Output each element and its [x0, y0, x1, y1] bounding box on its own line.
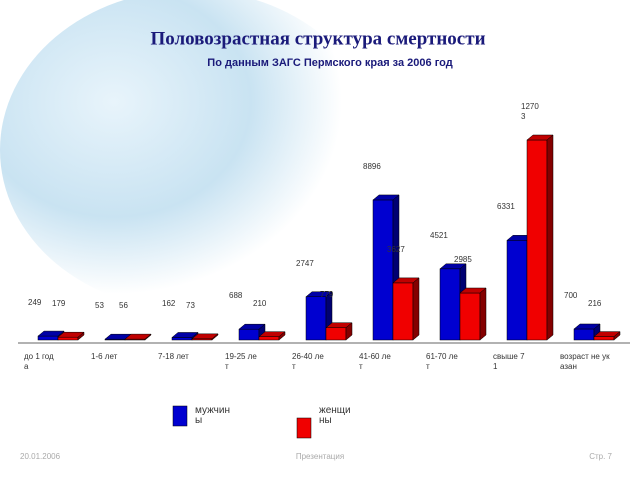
bar-front	[258, 336, 280, 341]
legend-swatch	[172, 405, 188, 427]
value-label-box: 12703	[521, 102, 539, 121]
value-label: 6331	[497, 202, 515, 212]
footer-center: Презентация	[296, 452, 344, 461]
bar	[57, 331, 85, 341]
bar-front	[171, 337, 193, 341]
legend-label-box: женщины	[319, 406, 351, 426]
value-label: 12703	[521, 102, 539, 121]
x-tick-label-box: 26-40 лет	[292, 352, 324, 371]
x-tick-label-box: 19-25 лет	[225, 352, 257, 371]
value-label-box: 700	[564, 290, 578, 300]
bar-side	[144, 333, 152, 341]
value-label-box: 53	[95, 301, 104, 311]
value-label-box: 162	[162, 299, 176, 309]
value-label: 53	[95, 301, 104, 311]
legend-label-box: мужчины	[195, 406, 230, 426]
bar-front	[459, 292, 481, 341]
x-tick-label: 41-60 лет	[359, 352, 391, 371]
value-label-box: 249	[28, 298, 42, 308]
bar	[258, 331, 286, 341]
x-tick-label-box: 7-18 лет	[158, 352, 189, 361]
bar-front	[238, 328, 260, 341]
value-label-box: 3627	[387, 244, 405, 254]
value-label: 3627	[387, 244, 405, 254]
value-label-box: 2985	[454, 255, 472, 264]
bar-front	[392, 282, 414, 341]
x-tick-label-box: 61-70 лет	[426, 352, 458, 371]
value-label-box: 8896	[363, 161, 381, 171]
bar-side	[211, 333, 219, 341]
x-tick-label-box: 41-60 лет	[359, 352, 391, 371]
bar-front	[526, 139, 548, 341]
bar	[593, 331, 621, 341]
value-label: 2747	[296, 258, 314, 268]
bar	[392, 277, 420, 341]
bar-side	[546, 134, 554, 341]
value-label: 779	[320, 289, 334, 299]
legend-label: женщины	[319, 406, 351, 426]
value-label-box: 73	[186, 300, 195, 310]
bar-front	[325, 327, 347, 341]
value-label: 2985	[454, 255, 472, 264]
x-tick-label: 7-18 лет	[158, 352, 189, 361]
value-label-box: 4521	[430, 230, 448, 240]
bar-side	[77, 331, 85, 341]
x-tick-label: 61-70 лет	[426, 352, 458, 371]
bar	[459, 287, 487, 341]
value-label: 56	[119, 301, 128, 311]
shell-decoration	[0, 0, 380, 310]
bar-front	[37, 335, 59, 341]
value-label: 216	[588, 298, 602, 308]
value-label: 688	[229, 291, 243, 301]
value-label: 73	[186, 300, 195, 310]
chart-subtitle: По данным ЗАГС Пермского края за 2006 го…	[207, 57, 452, 69]
value-label: 4521	[430, 230, 448, 240]
x-tick-label-box: свыше 71	[493, 352, 525, 371]
value-label: 210	[253, 298, 267, 308]
bar	[191, 333, 219, 341]
value-label: 179	[52, 299, 66, 309]
bar-side	[412, 277, 420, 341]
chart-title: Половозрастная структура смертности	[150, 28, 485, 49]
legend-swatch	[296, 417, 312, 439]
x-tick-label: до 1 года	[24, 352, 54, 371]
value-label-box: 2747	[296, 258, 314, 268]
x-tick-label: 19-25 лет	[225, 352, 257, 371]
value-label-box: 56	[119, 301, 128, 311]
bar-front	[506, 240, 528, 341]
x-tick-label-box: до 1 года	[24, 352, 54, 371]
bar-side	[479, 287, 487, 341]
bar-side	[278, 331, 286, 341]
value-label: 162	[162, 299, 176, 309]
x-tick-label: 1-6 лет	[91, 352, 118, 361]
value-label-box: 179	[52, 299, 66, 309]
bar-front	[573, 328, 595, 341]
x-tick-label: 26-40 лет	[292, 352, 324, 371]
x-tick-label-box: возраст не указан	[560, 352, 610, 371]
value-label-box: 779	[320, 289, 334, 299]
x-tick-label: свыше 71	[493, 352, 525, 371]
x-tick-label-box: 1-6 лет	[91, 352, 118, 361]
value-label-box: 210	[253, 298, 267, 308]
bar-front	[57, 336, 79, 341]
bar	[325, 322, 353, 341]
value-label: 249	[28, 298, 42, 308]
value-label: 8896	[363, 161, 381, 171]
bar-front	[593, 336, 615, 341]
footer-page: Стр. 7	[589, 452, 612, 461]
value-label-box: 688	[229, 291, 243, 301]
legend-label: мужчины	[195, 406, 230, 426]
bar-side	[613, 331, 621, 341]
x-tick-label: возраст не указан	[560, 352, 610, 371]
value-label-box: 216	[588, 298, 602, 308]
footer-date: 20.01.2006	[20, 452, 61, 461]
value-label: 700	[564, 290, 578, 300]
bar	[124, 333, 152, 341]
value-label-box: 6331	[497, 202, 515, 212]
bar	[526, 134, 554, 341]
bar-side	[345, 322, 353, 341]
